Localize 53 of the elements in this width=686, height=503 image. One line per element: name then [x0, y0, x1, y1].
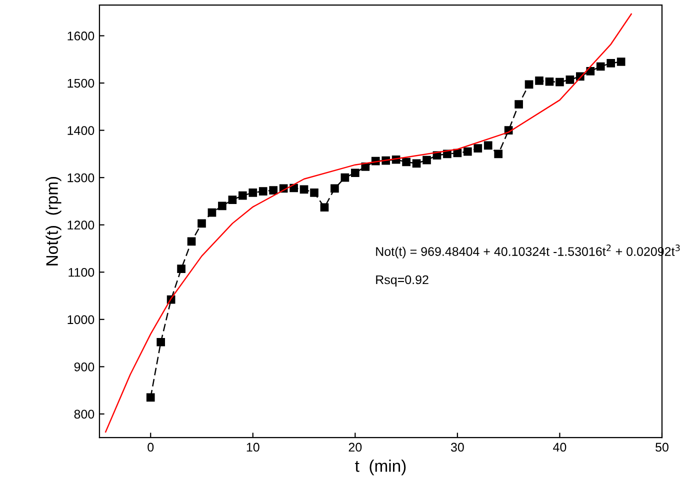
point [146, 393, 155, 402]
point [350, 168, 360, 178]
y-tick-label: 1400 [68, 126, 94, 135]
point [310, 188, 318, 197]
point [228, 196, 237, 204]
point [514, 100, 523, 108]
y-axis-title: Not(t) (rpm) [46, 176, 62, 266]
point [177, 264, 186, 273]
point [258, 187, 268, 196]
point [535, 76, 544, 85]
point [606, 59, 616, 68]
point [474, 144, 482, 152]
point [524, 80, 534, 89]
point [340, 173, 350, 182]
point [556, 78, 564, 86]
x-tick-label: 50 [656, 442, 668, 452]
point [616, 58, 626, 66]
y-tick-label: 800 [74, 410, 94, 419]
y-tick-label: 1000 [68, 315, 94, 324]
x-tick-label: 0 [148, 442, 154, 452]
y-tick-label: 1600 [68, 32, 94, 40]
point [422, 156, 431, 164]
y-tick-label: 1300 [68, 173, 94, 182]
x-axis-title: t (min) [355, 460, 406, 476]
point [566, 76, 574, 84]
point [596, 62, 605, 71]
point [412, 159, 421, 168]
point [330, 184, 339, 193]
annotation: Rsq=0.92 [376, 275, 428, 287]
point [238, 191, 247, 200]
point [248, 188, 258, 197]
y-tick-label: 1500 [68, 78, 94, 88]
y-tick-label: 1200 [68, 220, 94, 230]
point [484, 141, 492, 150]
point [545, 77, 554, 86]
point [320, 203, 329, 212]
point [494, 150, 503, 158]
point [198, 219, 206, 228]
point [269, 186, 278, 195]
point [402, 158, 410, 166]
x-tick-label: 30 [450, 442, 464, 452]
point [208, 208, 216, 217]
x-tick-label: 10 [246, 442, 260, 452]
point [300, 185, 308, 194]
point [187, 237, 196, 246]
point [218, 202, 226, 210]
point [156, 338, 166, 346]
x-tick-label: 40 [553, 442, 566, 452]
y-tick-label: 900 [74, 362, 94, 372]
point [586, 67, 595, 76]
point [464, 147, 472, 156]
x-tick-label: 20 [348, 442, 362, 452]
y-tick-label: 1100 [68, 268, 94, 277]
